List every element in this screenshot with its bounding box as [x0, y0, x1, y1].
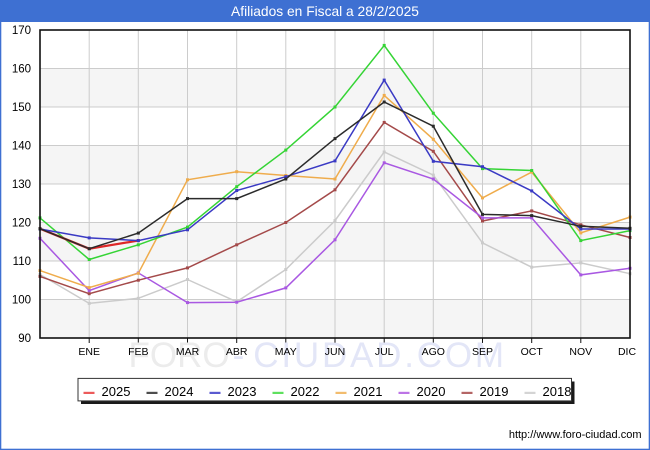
svg-text:ABR: ABR: [226, 346, 248, 358]
svg-text:2024: 2024: [165, 384, 194, 399]
svg-text:Afiliados en Fiscal a 28/2/202: Afiliados en Fiscal a 28/2/2025: [231, 4, 419, 19]
svg-text:160: 160: [12, 64, 31, 76]
svg-text:2021: 2021: [354, 384, 383, 399]
svg-text:2018: 2018: [543, 384, 572, 399]
svg-text:100: 100: [12, 295, 31, 307]
svg-text:JUN: JUN: [325, 346, 345, 358]
svg-text:OCT: OCT: [521, 346, 544, 358]
svg-text:MAR: MAR: [176, 346, 200, 358]
svg-text:120: 120: [12, 218, 31, 230]
svg-text:2019: 2019: [480, 384, 509, 399]
svg-text:150: 150: [12, 102, 31, 114]
svg-text:130: 130: [12, 179, 31, 191]
svg-text:MAY: MAY: [275, 346, 297, 358]
svg-text:AGO: AGO: [422, 346, 445, 358]
svg-text:90: 90: [18, 333, 31, 345]
svg-text:2020: 2020: [417, 384, 446, 399]
svg-text:140: 140: [12, 141, 31, 153]
svg-text:110: 110: [13, 256, 31, 268]
svg-text:http://www.foro-ciudad.com: http://www.foro-ciudad.com: [509, 429, 642, 441]
svg-text:2022: 2022: [291, 384, 320, 399]
svg-text:FORO-CIUDAD.COM: FORO- CIUDAD.COM: [129, 336, 507, 375]
svg-text:SEP: SEP: [472, 346, 493, 358]
svg-text:NOV: NOV: [569, 346, 592, 358]
svg-text:2025: 2025: [102, 384, 131, 399]
svg-text:170: 170: [12, 25, 31, 37]
svg-text:DIC: DIC: [618, 346, 637, 358]
svg-text:FEB: FEB: [128, 346, 148, 358]
svg-text:ENE: ENE: [78, 346, 100, 358]
svg-text:JUL: JUL: [375, 346, 394, 358]
svg-text:2023: 2023: [228, 384, 257, 399]
